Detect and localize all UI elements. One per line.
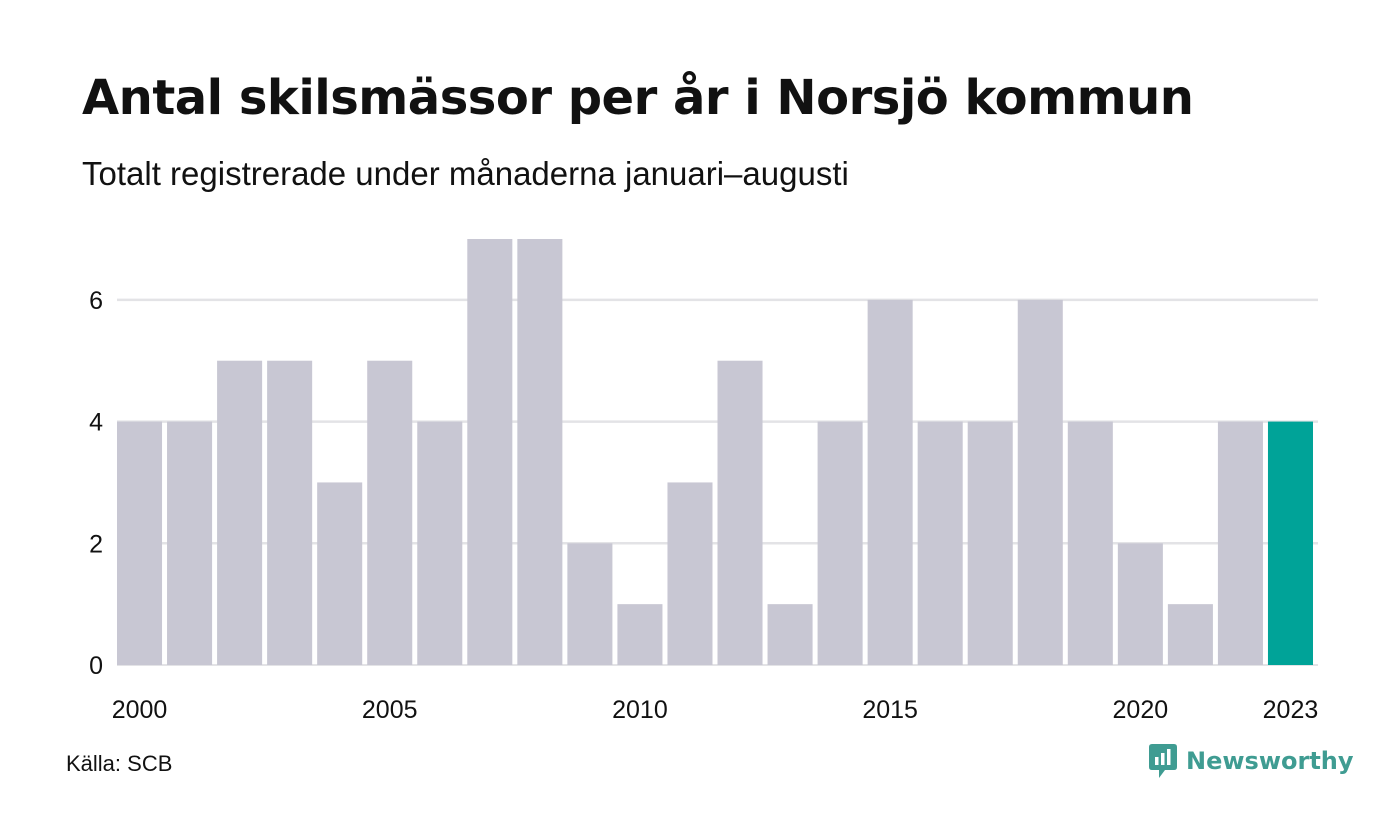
bar-2018 xyxy=(1017,299,1063,665)
bar-2006 xyxy=(417,421,463,665)
x-tick-label-2020: 2020 xyxy=(1113,696,1169,724)
bar-2011 xyxy=(667,482,713,665)
bar-2019 xyxy=(1067,421,1113,665)
bar-2000 xyxy=(117,421,163,665)
bar-2009 xyxy=(567,543,613,665)
bar-2007 xyxy=(467,239,513,665)
bar-2004 xyxy=(317,482,363,665)
bar-2021 xyxy=(1167,604,1213,665)
bar-2020 xyxy=(1117,543,1163,665)
brand-name: Newsworthy xyxy=(1186,747,1354,775)
newsworthy-logo-icon xyxy=(1149,744,1177,778)
bar-2015 xyxy=(867,299,913,665)
bar-2003 xyxy=(267,360,313,665)
bar-2008 xyxy=(517,239,563,665)
x-tick-label-2023: 2023 xyxy=(1263,696,1319,724)
bar-2023 xyxy=(1267,421,1313,665)
x-tick-label-2015: 2015 xyxy=(862,696,918,724)
y-tick-label-6: 6 xyxy=(89,287,103,315)
y-tick-label-4: 4 xyxy=(89,409,103,437)
y-tick-label-2: 2 xyxy=(89,530,103,558)
bar-2010 xyxy=(617,604,663,665)
x-tick-label-2010: 2010 xyxy=(612,696,668,724)
x-tick-label-2005: 2005 xyxy=(362,696,418,724)
bar-2014 xyxy=(817,421,863,665)
bar-2016 xyxy=(917,421,963,665)
bar-2012 xyxy=(717,360,763,665)
source-note: Källa: SCB xyxy=(66,751,173,776)
page-subtitle: Totalt registrerade under månaderna janu… xyxy=(82,155,849,192)
bar-2005 xyxy=(367,360,413,665)
bar-2002 xyxy=(217,360,263,665)
page-title: Antal skilsmässor per år i Norsjö kommun xyxy=(82,70,1194,126)
bars xyxy=(117,239,1313,665)
brand-logo[interactable]: Newsworthy xyxy=(1148,742,1354,780)
bar-2022 xyxy=(1217,421,1263,665)
bar-2013 xyxy=(767,604,813,665)
x-tick-label-2000: 2000 xyxy=(112,696,168,724)
bar-2017 xyxy=(967,421,1013,665)
bar-2001 xyxy=(167,421,213,665)
x-axis-ticks: 2000 2005 2010 2015 2020 2023 xyxy=(112,696,1319,724)
y-tick-label-0: 0 xyxy=(89,652,103,680)
y-axis-ticks: 0 2 4 6 xyxy=(89,287,103,680)
